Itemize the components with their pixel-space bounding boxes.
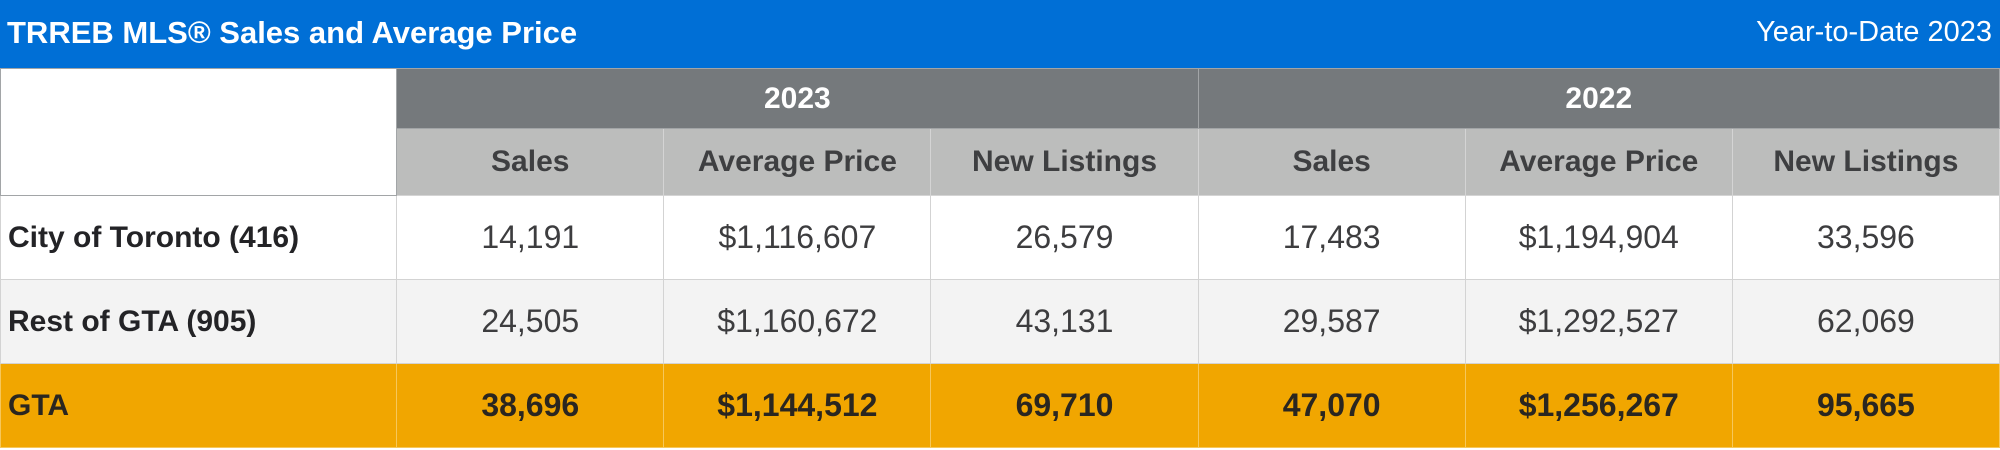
cell-average-price-2022: $1,256,267 [1464,363,1733,448]
title-bar: TRREB MLS® Sales and Average Price Year-… [0,0,2000,68]
year-header-2022: 2022 [1197,68,2000,129]
cell-new-listings-2023: 43,131 [930,279,1199,364]
cell-new-listings-2022: 33,596 [1731,195,2000,280]
cell-sales-2022: 29,587 [1197,279,1466,364]
col-header-sales: Sales [396,128,665,196]
cell-new-listings-2022: 95,665 [1731,363,2000,448]
year-header-row: 2023 2022 [0,68,2000,196]
table-row-gta-total: GTA 38,696 $1,144,512 69,710 47,070 $1,2… [0,363,2000,448]
col-header-sales: Sales [1197,128,1466,196]
cell-average-price-2023: $1,144,512 [663,363,932,448]
row-label: City of Toronto (416) [0,195,398,280]
cell-average-price-2023: $1,160,672 [663,279,932,364]
col-header-average-price: Average Price [663,128,932,196]
period-label: Year-to-Date 2023 [1756,16,1992,48]
table-title: TRREB MLS® Sales and Average Price [7,15,578,50]
col-header-new-listings: New Listings [1731,128,2000,196]
corner-cell [0,68,398,196]
table-row-city-of-toronto: City of Toronto (416) 14,191 $1,116,607 … [0,195,2000,280]
cell-sales-2022: 17,483 [1197,195,1466,280]
col-header-average-price: Average Price [1464,128,1733,196]
row-label: Rest of GTA (905) [0,279,398,364]
cell-average-price-2023: $1,116,607 [663,195,932,280]
cell-new-listings-2023: 69,710 [930,363,1199,448]
table-row-rest-of-gta: Rest of GTA (905) 24,505 $1,160,672 43,1… [0,279,2000,364]
sales-table: 2023 2022 Sales Average Price New Listin… [0,68,2000,448]
year-header-2023: 2023 [396,68,1199,129]
cell-sales-2023: 14,191 [396,195,665,280]
col-header-new-listings: New Listings [930,128,1199,196]
cell-sales-2022: 47,070 [1197,363,1466,448]
cell-average-price-2022: $1,194,904 [1464,195,1733,280]
cell-new-listings-2022: 62,069 [1731,279,2000,364]
cell-sales-2023: 38,696 [396,363,665,448]
cell-average-price-2022: $1,292,527 [1464,279,1733,364]
row-label: GTA [0,363,398,448]
cell-new-listings-2023: 26,579 [930,195,1199,280]
cell-sales-2023: 24,505 [396,279,665,364]
metric-header-row: Sales Average Price New Listings Sales A… [1,128,2000,196]
